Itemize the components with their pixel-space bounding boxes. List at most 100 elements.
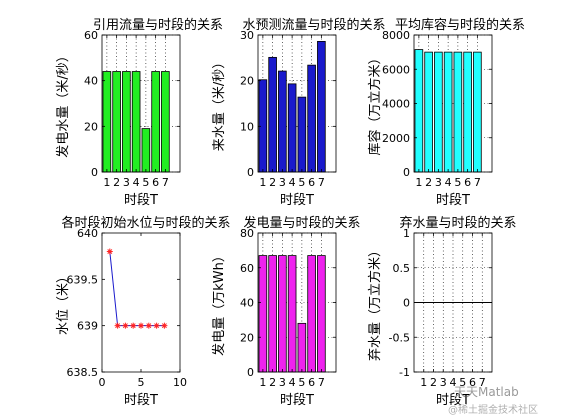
y-tick-label: 8000 <box>382 29 410 42</box>
y-tick-label: 80 <box>240 227 254 240</box>
bar <box>414 49 424 173</box>
y-tick-label: 10 <box>240 120 254 133</box>
x-tick-label: 1 <box>259 176 266 189</box>
data-point <box>106 248 113 255</box>
x-tick-label: 1 <box>103 176 110 189</box>
bar <box>473 51 482 173</box>
subplot-5: 1 2 3 4 5 6 7 0 20 40 60 80 时段T 发电量（万kWh） 发电量与时段的关系 <box>211 215 361 408</box>
x-tick-label: 2 <box>113 176 120 189</box>
subplot-4: 0 5 10 638.5 639 639.5 640 时段T 水位（米） 各时段初始水位与时段的关… <box>56 215 231 408</box>
x-tick-label: 3 <box>279 376 286 389</box>
x-tick-label: 7 <box>474 176 481 189</box>
x-tick-label: 1 <box>415 176 422 189</box>
bar <box>161 71 170 173</box>
x-tick-label: 3 <box>123 176 130 189</box>
x-tick-label: 5 <box>298 376 305 389</box>
bar <box>463 51 472 173</box>
data-point <box>114 322 121 329</box>
x-tick-label: 3 <box>279 176 286 189</box>
x-tick-label: 7 <box>162 176 169 189</box>
x-tick-label: 4 <box>450 376 457 389</box>
y-tick-label: 0 <box>403 166 410 179</box>
x-tick-label: 5 <box>138 376 145 389</box>
bar <box>297 322 307 373</box>
y-tick-label: 640 <box>77 227 98 240</box>
subplot-3: 1 2 3 4 5 6 7 0 2000 4000 6000 8000 时段T 库容（万立方米） 平均库容与… <box>367 17 525 208</box>
bar <box>258 79 268 173</box>
x-tick-label: 6 <box>308 376 315 389</box>
chart-title: 弃水量与时段的关系 <box>399 215 516 231</box>
y-axis-label: 来水量（米/秒） <box>212 56 227 151</box>
bar <box>453 51 463 173</box>
bar <box>434 51 443 173</box>
bar <box>141 128 151 173</box>
bar <box>131 71 141 173</box>
y-tick-label: 0 <box>247 166 254 179</box>
watermark-line1: 天天Matlab <box>454 385 519 399</box>
y-tick-label: 0 <box>247 366 254 379</box>
y-tick-label: 638.5 <box>67 366 99 379</box>
data-point <box>130 322 137 329</box>
x-axis-label: 时段T <box>436 393 470 408</box>
y-tick-label: 1 <box>403 227 410 240</box>
y-axis-label: 弃水量（万立方米） <box>367 244 383 361</box>
chart-title: 发电量与时段的关系 <box>243 215 360 231</box>
bar <box>443 51 453 173</box>
y-tick-label: 4000 <box>382 98 410 111</box>
x-tick-label: 6 <box>469 376 476 389</box>
x-axis-label: 时段T <box>436 193 470 208</box>
y-tick-label: 40 <box>240 297 254 310</box>
x-tick-label: 2 <box>425 176 432 189</box>
bar <box>307 255 316 373</box>
watermark-line2: @稀土掘金技术社区 <box>448 405 538 416</box>
data-point <box>153 322 160 329</box>
x-tick-label: 4 <box>289 176 296 189</box>
y-tick-label: 40 <box>84 75 98 88</box>
y-tick-label: 20 <box>240 75 254 88</box>
y-tick-label: 60 <box>84 29 98 42</box>
x-tick-label: 6 <box>464 176 471 189</box>
y-tick-label: 0.5 <box>393 262 411 275</box>
subplot-2: 1 2 3 4 5 6 7 0 10 20 30 时段T 来水量（米/秒） 水预测流量与时段的关系 <box>212 17 386 208</box>
x-tick-label: 5 <box>454 176 461 189</box>
axes-box <box>257 34 337 173</box>
x-tick-label: 7 <box>318 376 325 389</box>
data-point <box>138 322 144 329</box>
y-tick-label: 639.5 <box>67 273 99 286</box>
bar <box>278 255 287 373</box>
bar <box>122 71 131 173</box>
y-tick-label: 639 <box>77 320 98 333</box>
y-tick-label: 20 <box>84 120 98 133</box>
data-point <box>145 322 152 329</box>
y-tick-label: 20 <box>240 331 254 344</box>
y-tick-label: 0 <box>403 297 410 310</box>
y-axis-label: 发电水量（米/秒） <box>55 49 71 157</box>
y-axis-label: 发电量（万kWh） <box>211 249 227 356</box>
x-tick-label: 4 <box>133 176 140 189</box>
x-tick-label: 2 <box>430 376 437 389</box>
x-tick-label: 5 <box>142 176 149 189</box>
bar <box>112 71 121 173</box>
x-tick-label: 7 <box>318 176 325 189</box>
y-tick-label: 2000 <box>382 132 410 145</box>
x-axis-label: 时段T <box>280 193 314 208</box>
x-axis-label: 时段T <box>124 193 158 208</box>
x-tick-label: 3 <box>440 376 447 389</box>
bar <box>268 255 277 373</box>
x-tick-label: 6 <box>152 176 159 189</box>
x-tick-label: 3 <box>435 176 442 189</box>
bar <box>297 96 307 173</box>
y-tick-label: 0 <box>91 166 98 179</box>
data-point <box>161 322 168 329</box>
y-tick-label: 6000 <box>382 63 410 76</box>
x-tick-label: 2 <box>269 376 276 389</box>
x-tick-label: 0 <box>99 376 106 389</box>
x-tick-label: 2 <box>269 176 276 189</box>
bar <box>317 255 326 373</box>
y-axis-label: 库容（万立方米） <box>367 51 383 155</box>
chart-title: 引用流量与时段的关系 <box>93 17 223 33</box>
y-tick-label: -0.5 <box>389 331 410 344</box>
x-tick-label: 5 <box>298 176 305 189</box>
bar <box>424 51 433 173</box>
